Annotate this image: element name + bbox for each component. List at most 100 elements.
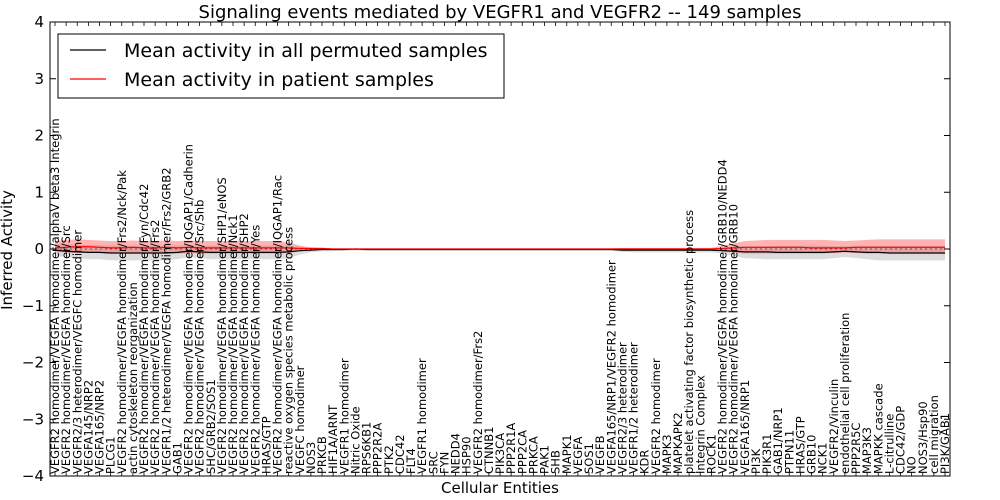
y-tick-label: −2 xyxy=(22,354,44,372)
x-category-label: VEGFA165/NRP1 xyxy=(738,380,752,474)
x-category-label: VEGFR2 homodimer/VEGFA homodimer/Nck1 xyxy=(226,214,240,474)
x-category-label: PPP2R1A xyxy=(504,423,518,474)
y-tick-label: 0 xyxy=(34,240,44,258)
x-category-label: GAB1/NRP1 xyxy=(771,407,785,474)
x-category-label: VEGFA xyxy=(571,436,585,474)
x-category-label: VEGFB xyxy=(593,435,607,474)
x-category-label: VEGFR2 homodimer/VEGFA homodimer/SHP1/eN… xyxy=(215,177,229,474)
legend: Mean activity in all permuted samples Me… xyxy=(57,33,505,99)
x-category-label: Integrin Complex xyxy=(693,375,707,474)
legend-box xyxy=(57,33,505,99)
x-category-label: VEGFR2 homodimer/VEGFA homodimer/GRB10 xyxy=(727,204,741,474)
patient-band xyxy=(55,239,945,254)
x-category-label: HSP90 xyxy=(460,436,474,474)
x-category-label: PPP2R2A xyxy=(371,423,385,474)
x-category-label: KDR xyxy=(638,450,652,474)
x-category-label: L-citrulline xyxy=(882,414,896,474)
x-category-label: PTK2 xyxy=(382,445,396,474)
x-category-label: NOS3 xyxy=(304,442,318,474)
x-category-label: SHC/GRB2/SOS1 xyxy=(204,379,218,474)
x-category-label: VEGFR1/2 heterodimer/VEGFA homodimer/Frs… xyxy=(159,167,173,474)
y-tick-label: 3 xyxy=(34,70,44,88)
x-category-label: NO xyxy=(905,456,919,474)
x-category-label: VEGFR2 homodimer/VEGFA homodimer/GRB10/N… xyxy=(716,159,730,474)
x-category-label: PI3K xyxy=(749,448,763,474)
x-category-label: VEGFR2 homodimer/VEGFA homodimer/IQGAP1/… xyxy=(182,144,196,474)
legend-label-patient: Mean activity in patient samples xyxy=(124,69,434,91)
y-tick-label: −1 xyxy=(22,297,44,315)
x-category-label: CTNNB1 xyxy=(482,427,496,474)
x-category-label: PIK3R1 xyxy=(760,434,774,475)
x-category-label: VEGFR2 homodimer/VEGFA homodimer/IQGAP1/… xyxy=(271,175,285,474)
x-category-label: VEGFR1 homodimer xyxy=(337,358,351,474)
line-layer xyxy=(54,246,945,254)
chart-title: Signaling events mediated by VEGFR1 and … xyxy=(199,2,802,23)
x-category-label: PTPN11 xyxy=(782,430,796,474)
x-category-label: FLT4 xyxy=(404,448,418,474)
legend-label-permuted: Mean activity in all permuted samples xyxy=(124,40,487,62)
x-category-label: VEGFR1/2 heterodimer xyxy=(627,342,641,474)
x-category-label: PAK1 xyxy=(538,445,552,474)
x-category-label: ROCK1 xyxy=(704,434,718,474)
x-category-label: PPP2CA xyxy=(515,430,529,474)
x-category-label: FYN xyxy=(437,452,451,474)
x-category-label: CDC42 xyxy=(393,434,407,474)
x-category-label: HRAS/GTP xyxy=(259,416,273,474)
y-tick-label: −3 xyxy=(22,410,44,428)
x-category-label: MAPKK cascade xyxy=(871,383,885,474)
x-category-label: SHB xyxy=(549,450,563,474)
x-category-label: VEGFR2 homodimer/VEGFA homodimer/Src xyxy=(59,225,73,474)
x-category-label: PLCG1 xyxy=(104,436,118,474)
x-category-label: cell migration xyxy=(927,395,941,474)
x-category-label: HRAS/GTP xyxy=(793,416,807,474)
category-label-layer: VEGFR2 homodimer/VEGFA homodimer/alphaV … xyxy=(48,118,952,475)
x-category-label: VEGFR2 homodimer xyxy=(649,358,663,474)
x-category-label: HIF1A/ARNT xyxy=(326,404,340,474)
x-category-label: VEGFA165/NRP2 xyxy=(93,380,107,474)
x-category-label: VEGFR2 homodimer/VEGFA homodimer/Yes xyxy=(248,225,262,474)
x-category-label: VEGFR2 homodimer/Frs2 xyxy=(471,331,485,474)
x-category-label: VEGFR2 homodimer/VEGFA homodimer/Frs2/Nc… xyxy=(115,170,129,474)
x-category-label: actin cytoskeleton reorganization xyxy=(126,282,140,474)
x-category-label: VEGFR2/3 heterodimer/VEGFC homodimer xyxy=(70,230,84,474)
x-category-label: VEGFR2 homodimer/VEGFA homodimer/SHP2 xyxy=(237,213,251,474)
x-category-label: MAPK1 xyxy=(560,434,574,474)
x-category-label: VEGFR2 homodimer/VEGFA homodimer/alphaV … xyxy=(48,118,62,474)
y-axis-title: Inferred Activity xyxy=(0,190,16,310)
x-category-label: PRKCB xyxy=(315,436,329,474)
series-line-patient xyxy=(54,246,945,250)
x-category-label: SRC xyxy=(426,451,440,474)
x-category-label: Nitric Oxide xyxy=(348,406,362,474)
x-category-label: RPS6KB1 xyxy=(360,422,374,474)
x-category-label: VEGFR1 homodimer xyxy=(415,358,429,474)
x-category-label: NEDD4 xyxy=(449,433,463,474)
y-tick-label: 2 xyxy=(34,127,44,145)
x-category-label: VEGFR2 homodimer/VEGFA homodimer/Frs2 xyxy=(148,220,162,474)
x-category-label: PIK3CA xyxy=(493,433,507,474)
x-category-label: MAP3K3 xyxy=(860,427,874,474)
x-category-label: PPP2R5C xyxy=(849,423,863,474)
x-category-label: VEGFA145/NRP2 xyxy=(81,380,95,474)
x-category-label: NCK1 xyxy=(816,443,830,475)
x-category-label: NOS3/Hsp90 xyxy=(916,401,930,474)
x-category-label: VEGFR2/3 heterodimer xyxy=(615,342,629,474)
y-tick-label: −4 xyxy=(22,467,44,485)
x-category-label: GAB1 xyxy=(170,442,184,474)
x-category-label: CDC42/GDP xyxy=(894,406,908,474)
x-category-label: GRB10 xyxy=(805,435,819,474)
x-category-label: MAPK3 xyxy=(660,434,674,474)
axis-layer: −4 −3 −2 −1 0 1 2 3 4 xyxy=(22,13,950,485)
x-category-label: reactive oxygen species metabolic proces… xyxy=(282,227,296,474)
x-category-label: PI3K/GAB1 xyxy=(938,413,952,474)
x-axis-title: Cellular Entities xyxy=(441,479,559,497)
x-category-label: endothelial cell proliferation xyxy=(838,313,852,474)
x-category-label: platelet activating factor biosynthetic … xyxy=(682,210,696,474)
x-category-label: PRKCA xyxy=(526,436,540,474)
x-category-label: VEGFC homodimer xyxy=(293,365,307,474)
x-category-label: VEGFR2 homodimer/VEGFA homodimer/Src/Shb xyxy=(193,200,207,474)
plot-frame xyxy=(49,21,951,477)
x-category-label: VEGFA165/NRP1/VEGFR2 homodimer xyxy=(604,260,618,474)
x-category-label: VEGFR2 homodimer/VEGFA homodimer/Fyn/Cdc… xyxy=(137,184,151,474)
x-category-label: VEGFR2/Vinculin xyxy=(827,379,841,474)
